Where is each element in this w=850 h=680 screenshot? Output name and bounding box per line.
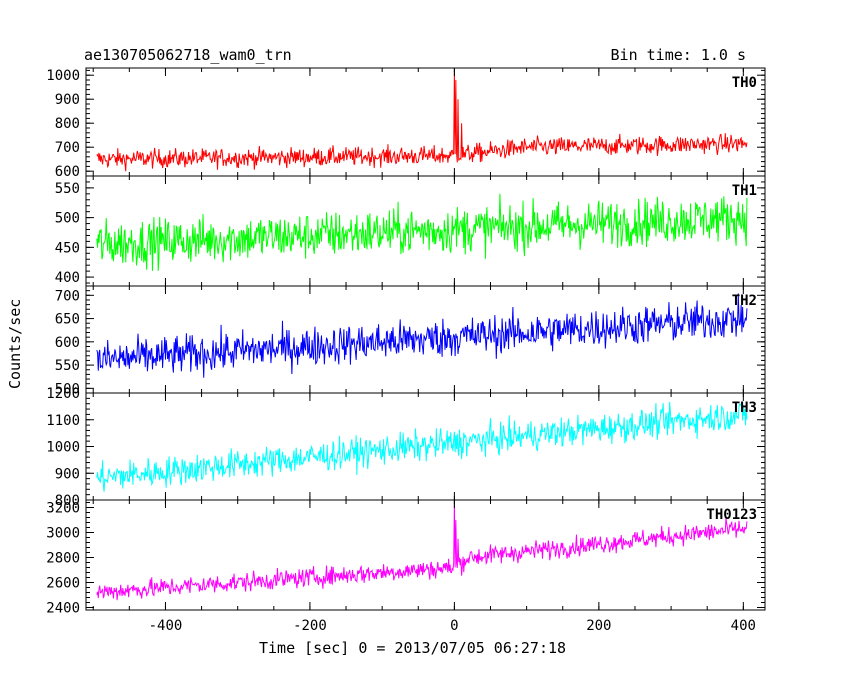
y-tick-label: 900: [55, 92, 80, 108]
x-axis-label: Time [sec] 0 = 2013/07/05 06:27:18: [259, 639, 567, 657]
y-tick-label: 1000: [46, 440, 80, 456]
y-tick-label: 1200: [46, 386, 80, 402]
x-tick-label: 0: [450, 618, 458, 634]
y-tick-label: 2800: [46, 551, 80, 567]
y-tick-label: 700: [55, 288, 80, 304]
y-tick-label: 800: [55, 493, 80, 509]
panel-label-th0123: TH0123: [706, 507, 757, 523]
chart-title: ae130705062718_wam0_trn: [84, 46, 292, 64]
y-tick-label: 500: [55, 211, 80, 227]
panel-label-th1: TH1: [732, 183, 757, 199]
y-tick-label: 3000: [46, 526, 80, 542]
y-tick-label: 600: [55, 164, 80, 180]
panel-frame-th0123: [85, 499, 766, 611]
panel-label-th2: TH2: [732, 293, 757, 309]
y-tick-label: 650: [55, 312, 80, 328]
series-th2-line: [96, 293, 748, 378]
y-tick-label: 700: [55, 140, 80, 156]
x-tick-label: -200: [293, 618, 327, 634]
y-tick-label: 550: [55, 358, 80, 374]
series-th3-line: [96, 401, 748, 492]
series-th1-line: [96, 193, 748, 271]
y-tick-label: 1000: [46, 68, 80, 84]
y-tick-label: 2400: [46, 601, 80, 617]
y-tick-label: 900: [55, 466, 80, 482]
x-tick-label: 400: [731, 618, 756, 634]
y-tick-label: 450: [55, 240, 80, 256]
y-tick-label: 400: [55, 270, 80, 286]
y-tick-label: 600: [55, 335, 80, 351]
x-tick-label: 200: [586, 618, 611, 634]
panel-label-th3: TH3: [732, 400, 757, 416]
panel-label-th0: TH0: [732, 75, 757, 91]
series-th0123-line: [96, 501, 748, 601]
y-tick-label: 3200: [46, 501, 80, 517]
y-tick-label: 800: [55, 116, 80, 132]
y-tick-label: 1100: [46, 413, 80, 429]
y-tick-label: 500: [55, 381, 80, 397]
y-tick-label: 2600: [46, 576, 80, 592]
x-tick-label: -400: [149, 618, 183, 634]
series-th0-line: [96, 70, 748, 172]
bin-time-label: Bin time: 1.0 s: [610, 46, 746, 64]
y-tick-label: 550: [55, 181, 80, 197]
